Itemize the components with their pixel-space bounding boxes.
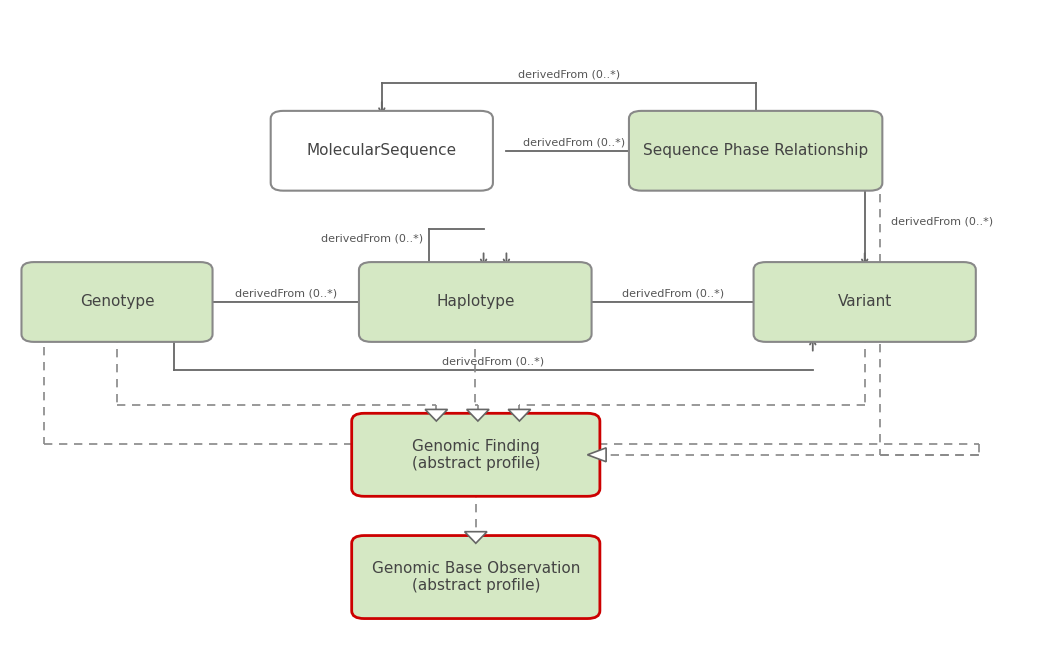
Text: derivedFrom (0..*): derivedFrom (0..*) [891, 216, 993, 227]
Polygon shape [465, 532, 487, 543]
FancyBboxPatch shape [352, 413, 600, 496]
Text: Genotype: Genotype [79, 295, 155, 310]
Text: derivedFrom (0..*): derivedFrom (0..*) [443, 356, 545, 366]
Polygon shape [425, 410, 448, 421]
Text: derivedFrom (0..*): derivedFrom (0..*) [322, 233, 424, 243]
Text: derivedFrom (0..*): derivedFrom (0..*) [523, 138, 625, 147]
Text: derivedFrom (0..*): derivedFrom (0..*) [235, 289, 337, 299]
Text: MolecularSequence: MolecularSequence [307, 143, 457, 158]
Text: Genomic Finding
(abstract profile): Genomic Finding (abstract profile) [411, 439, 540, 471]
Polygon shape [508, 410, 530, 421]
FancyBboxPatch shape [352, 535, 600, 618]
Text: derivedFrom (0..*): derivedFrom (0..*) [621, 289, 723, 299]
FancyBboxPatch shape [22, 262, 213, 342]
Polygon shape [588, 448, 607, 461]
Text: Haplotype: Haplotype [436, 295, 515, 310]
Text: Sequence Phase Relationship: Sequence Phase Relationship [643, 143, 869, 158]
Text: derivedFrom (0..*): derivedFrom (0..*) [518, 69, 620, 79]
FancyBboxPatch shape [359, 262, 592, 342]
Text: Genomic Base Observation
(abstract profile): Genomic Base Observation (abstract profi… [372, 561, 580, 593]
FancyBboxPatch shape [270, 111, 493, 191]
FancyBboxPatch shape [754, 262, 976, 342]
Text: Variant: Variant [837, 295, 892, 310]
FancyBboxPatch shape [628, 111, 882, 191]
Polygon shape [467, 410, 489, 421]
